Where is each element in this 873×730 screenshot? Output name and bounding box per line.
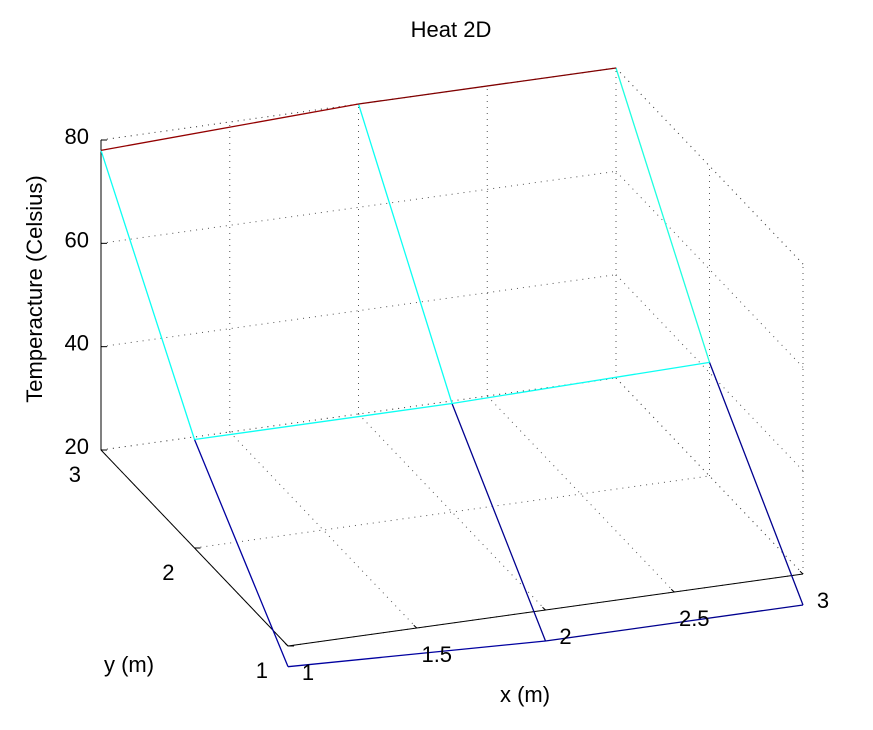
y-tick-label: 3	[69, 462, 81, 487]
grid-line-floor-x	[358, 413, 546, 611]
x-tick-mark	[413, 624, 418, 629]
y-axis-label: y (m)	[104, 652, 154, 677]
x-tick-label: 3	[817, 588, 829, 613]
grid-line-floor-y	[194, 475, 710, 549]
mesh-edge-y	[615, 67, 711, 363]
mesh-surface	[100, 67, 804, 668]
mesh-edge-x	[451, 361, 710, 405]
x-tick-mark	[542, 606, 546, 611]
mesh-edge-x	[100, 103, 359, 151]
y-tick-label: 2	[162, 560, 174, 585]
z-tick-label: 80	[65, 124, 89, 149]
x-tick-label: 2	[559, 624, 571, 649]
mesh-edge-y	[451, 403, 547, 642]
y-tick-label: 1	[256, 658, 268, 683]
grid-line-backwall-z	[100, 170, 617, 244]
grid-line-floor-x	[229, 431, 418, 629]
grid-box-top-side	[615, 67, 804, 265]
grid-line-sidewall-z	[615, 67, 804, 265]
z-tick-label: 40	[65, 331, 89, 356]
mesh-edge-x	[194, 402, 453, 441]
x-tick-label: 2.5	[679, 606, 710, 631]
z-tick-label: 60	[65, 227, 89, 252]
mesh-edge-x	[358, 67, 617, 105]
z-tick-label: 20	[65, 434, 89, 459]
mesh-edge-y	[193, 439, 289, 667]
x-tick-label: 1	[302, 660, 314, 685]
mesh-edge-y	[357, 103, 453, 404]
x-tick-label: 1.5	[421, 642, 452, 667]
mesh-edge-x	[287, 640, 546, 668]
x-tick-mark	[284, 642, 289, 647]
grid-lines	[100, 67, 804, 647]
mesh-edge-y	[708, 362, 804, 606]
x-axis-label: x (m)	[500, 682, 550, 707]
mesh-edge-y	[100, 150, 196, 440]
z-axis-label: Temperacture (Celsius)	[22, 175, 47, 402]
axes	[100, 140, 804, 647]
x-tick-mark	[799, 570, 804, 575]
x-tick-mark	[670, 588, 675, 593]
tick-labels: 1 1.5 2 2.5 3 1 2 3 20 40 60 80	[65, 124, 830, 685]
mesh-edge-x	[545, 604, 804, 642]
chart-title: Heat 2D	[411, 17, 492, 42]
